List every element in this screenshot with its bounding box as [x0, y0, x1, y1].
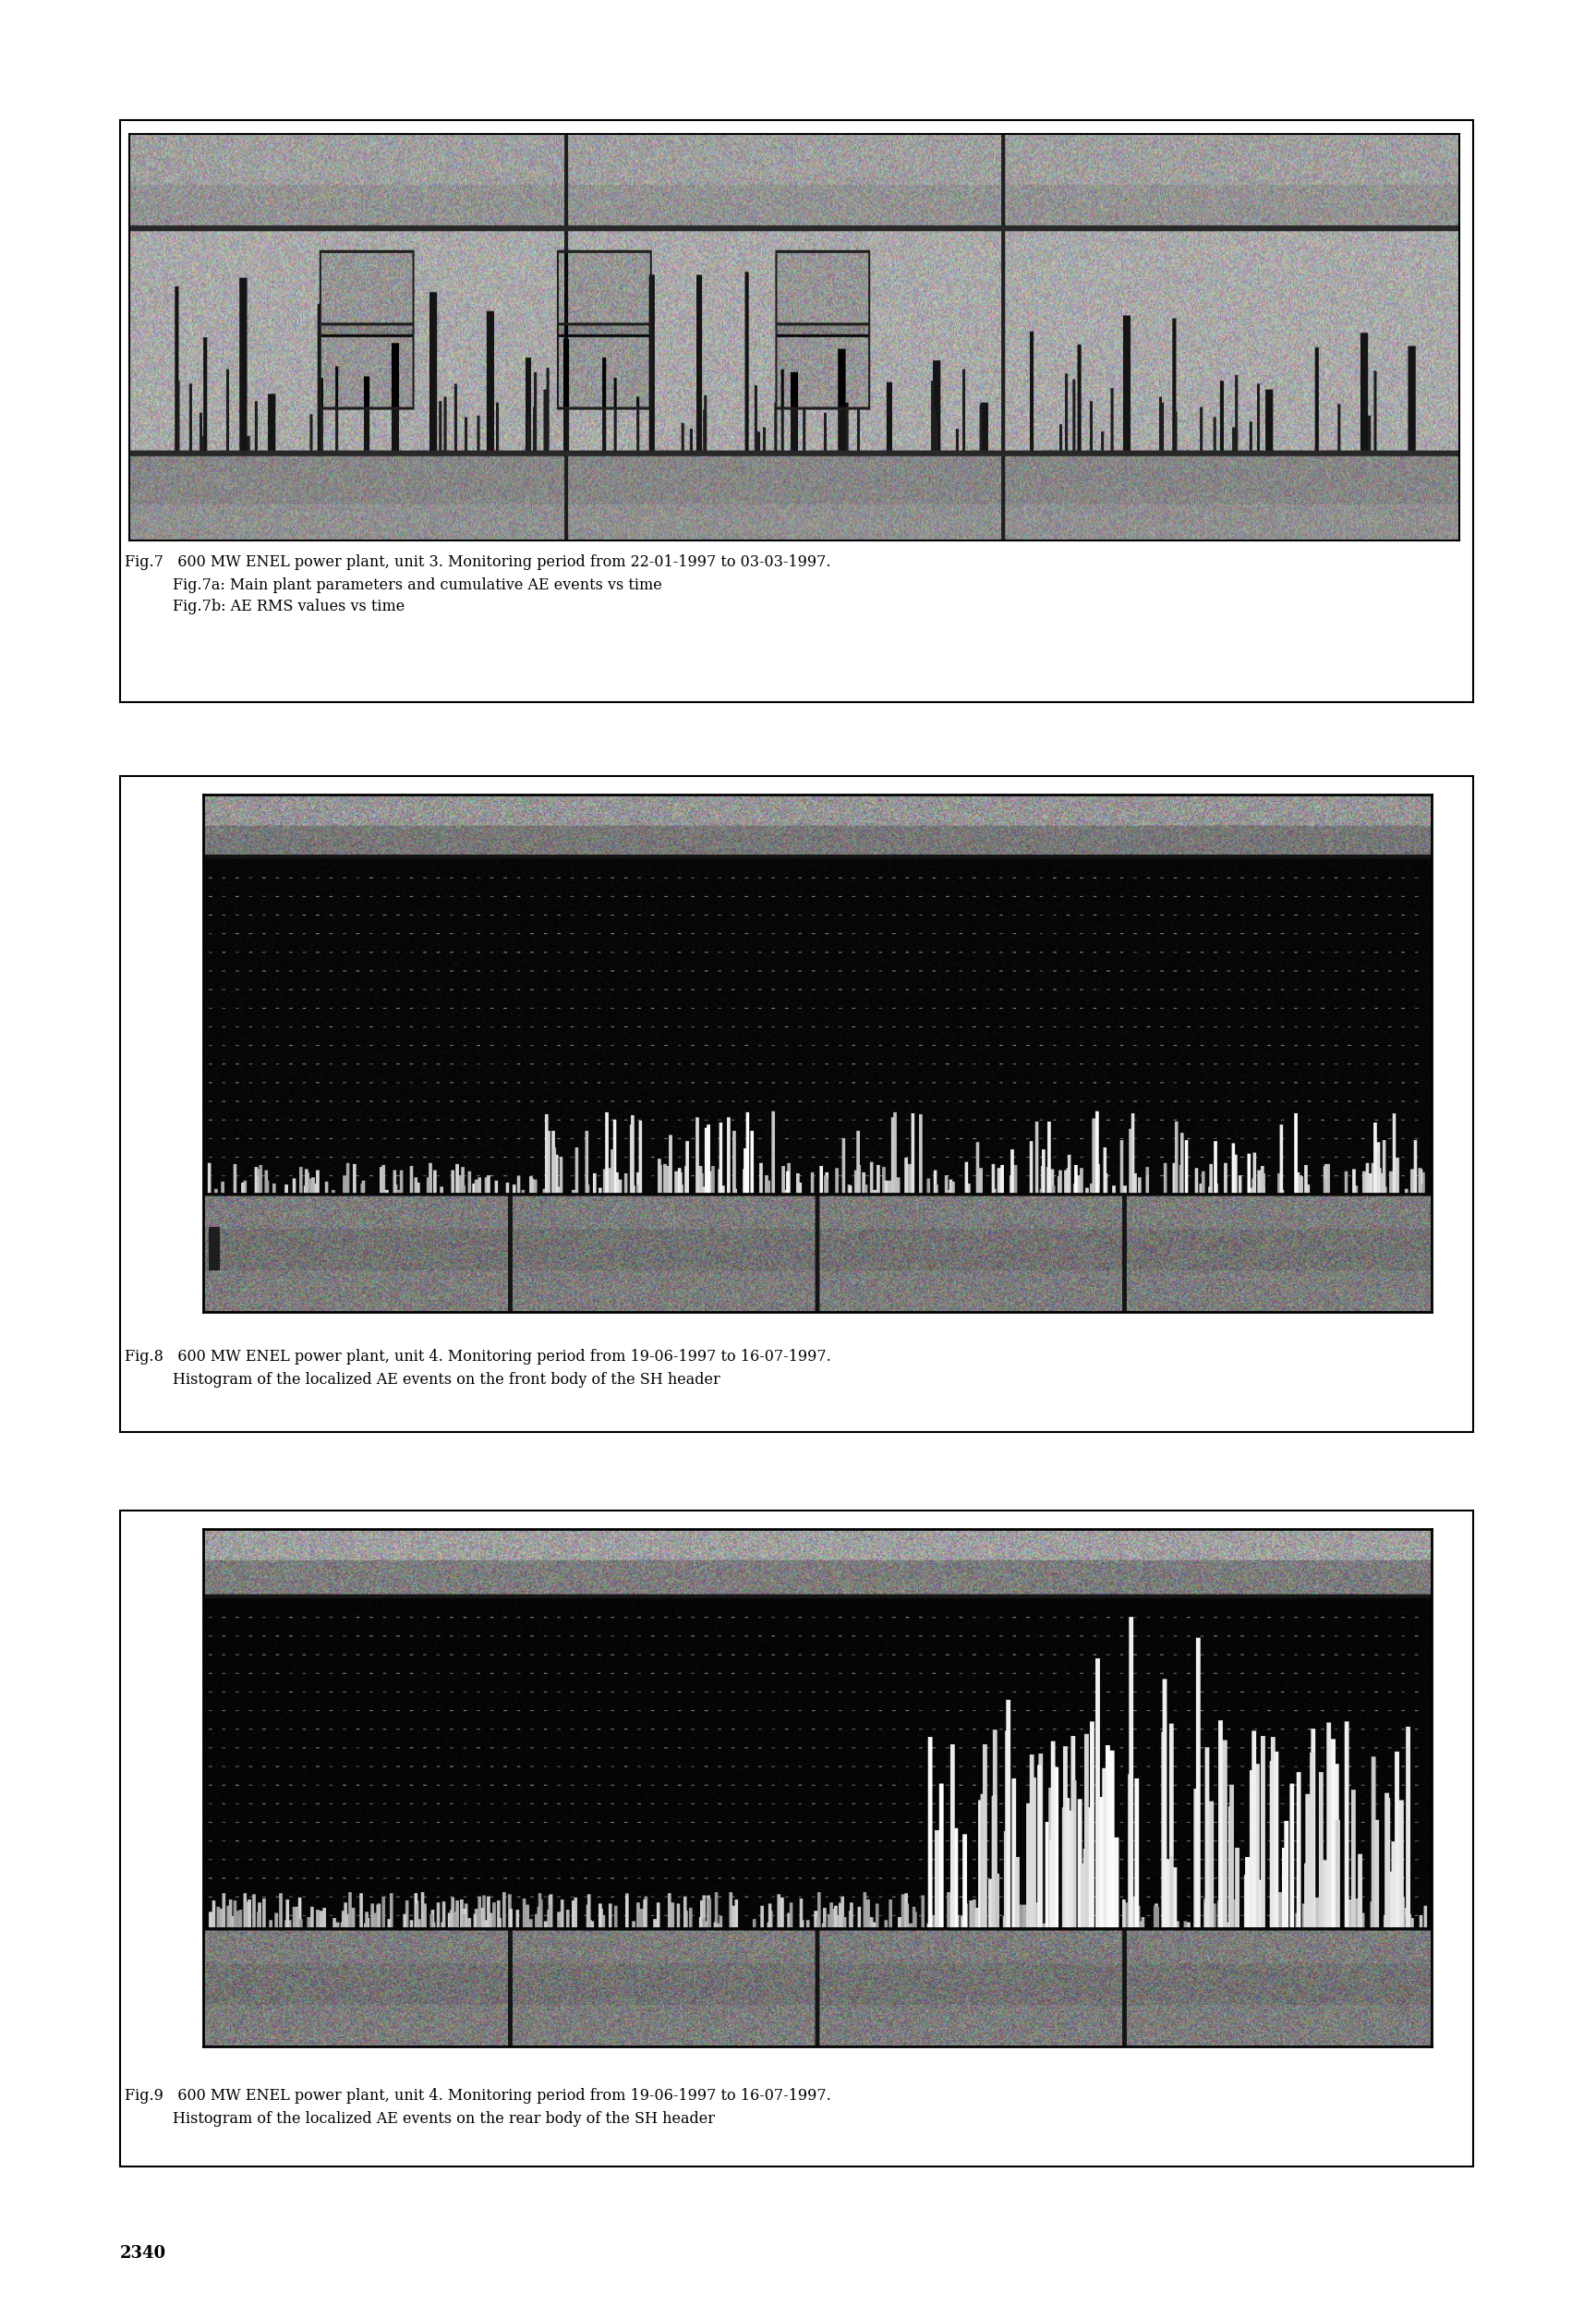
- Text: 2340: 2340: [120, 2246, 166, 2262]
- Text: Fig.7b: AE RMS values vs time: Fig.7b: AE RMS values vs time: [172, 600, 405, 613]
- Text: Histogram of the localized AE events on the front body of the SH header: Histogram of the localized AE events on …: [172, 1372, 720, 1388]
- Text: Fig.7   600 MW ENEL power plant, unit 3. Monitoring period from 22-01-1997 to 03: Fig.7 600 MW ENEL power plant, unit 3. M…: [124, 553, 832, 570]
- Text: Fig.7a: Main plant parameters and cumulative AE events vs time: Fig.7a: Main plant parameters and cumula…: [172, 576, 662, 593]
- Text: Histogram of the localized AE events on the rear body of the SH header: Histogram of the localized AE events on …: [172, 2110, 715, 2126]
- Text: Fig.9   600 MW ENEL power plant, unit 4. Monitoring period from 19-06-1997 to 16: Fig.9 600 MW ENEL power plant, unit 4. M…: [124, 2087, 832, 2103]
- Text: Fig.8   600 MW ENEL power plant, unit 4. Monitoring period from 19-06-1997 to 16: Fig.8 600 MW ENEL power plant, unit 4. M…: [124, 1349, 832, 1365]
